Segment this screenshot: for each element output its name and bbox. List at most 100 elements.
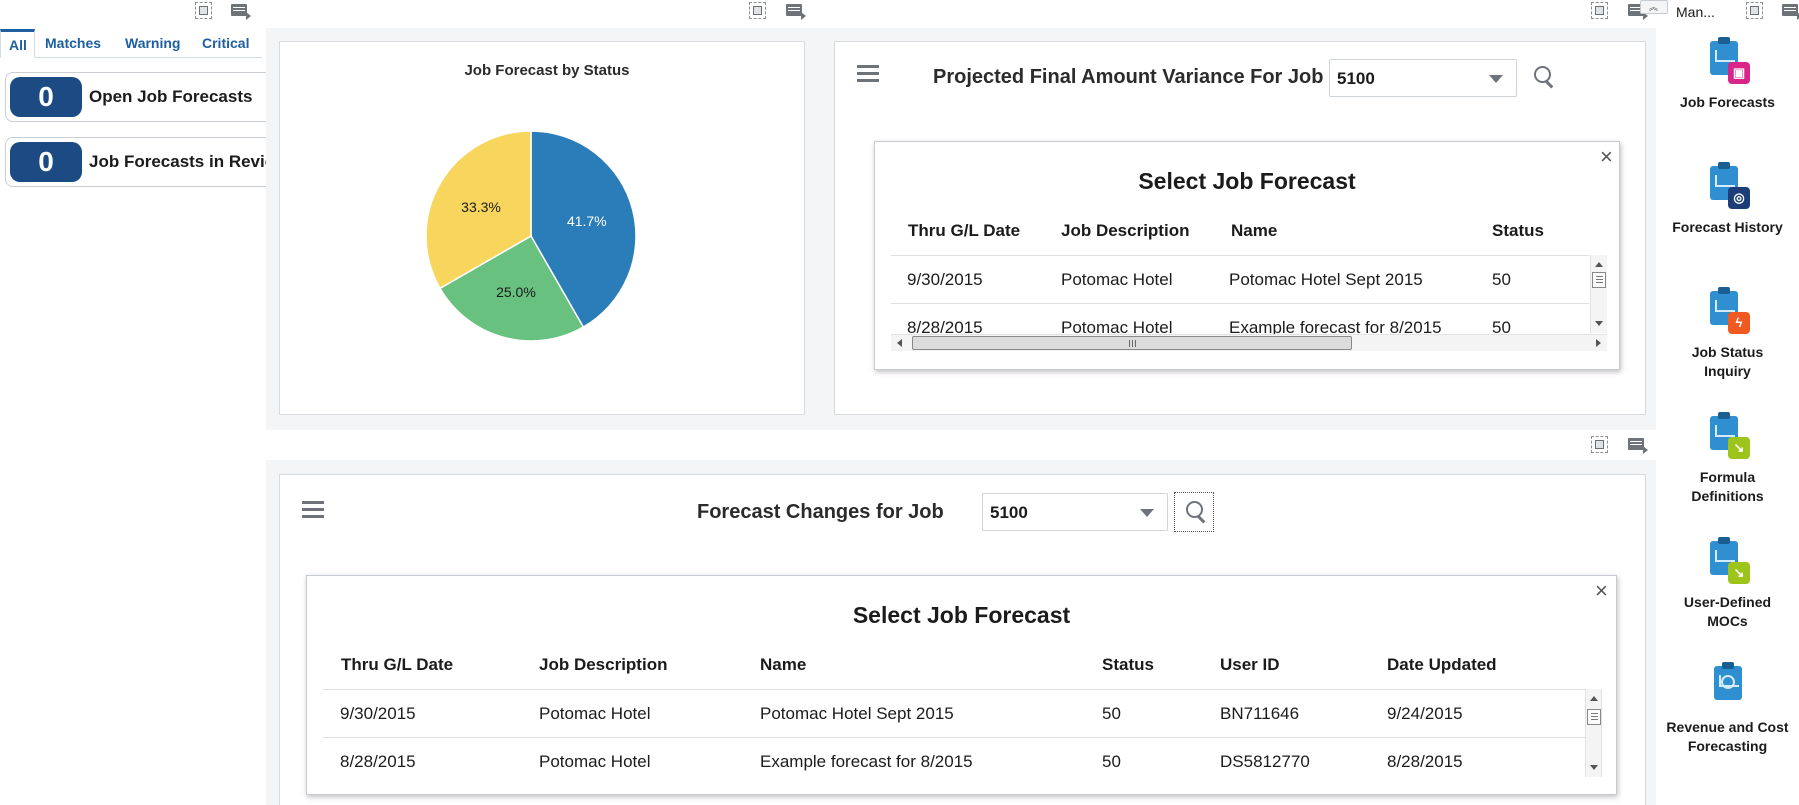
tab-warning[interactable]: Warning [125,35,181,51]
panel-title: Forecast Changes for Job [697,501,944,523]
column-header[interactable]: Name [1231,221,1278,240]
counter-label: Open Job Forecasts [89,87,253,106]
horizontal-scrollbar[interactable] [891,334,1607,351]
scroll-up-icon[interactable] [1595,262,1603,267]
launch-forecast-history[interactable]: ◎ Forecast History [1656,162,1799,243]
forecast-history-icon: ◎ [1706,162,1750,209]
launch-job-forecasts[interactable]: ▣ Job Forecasts [1656,37,1799,118]
cell-description: Potomac Hotel [1061,318,1173,337]
pie-slice[interactable] [530,130,637,329]
scroll-up-icon[interactable] [1590,696,1598,701]
panel-menu-icon[interactable] [785,2,806,20]
panel-title: Projected Final Amount Variance For Job [933,66,1324,88]
tab-all[interactable]: All [0,29,35,58]
launch-label: User-Defined MOCs [1683,594,1772,629]
select-job-forecast-dialog: Select Job Forecast × Thru G/L Date Job … [306,575,1617,795]
select-job-forecast-dialog: Select Job Forecast × Thru G/L Date Job … [874,141,1620,370]
cell-status: 50 [1102,752,1121,771]
cell-date: 9/30/2015 [340,704,416,723]
job-select[interactable]: 5100 [1329,59,1517,97]
column-header[interactable]: Date Updated [1387,655,1497,674]
chevron-down-icon[interactable] [1489,75,1503,83]
pie-slice-label: 41.7% [567,213,607,229]
table-row[interactable]: 9/30/2015 Potomac Hotel Potomac Hotel Se… [891,255,1589,303]
panel-menu-icon[interactable] [1781,2,1799,20]
revenue-cost-forecasting-icon [1706,662,1750,707]
pie-slice[interactable] [425,130,532,290]
launch-label: Formula Definitions [1691,469,1764,504]
hamburger-menu-icon[interactable] [302,500,324,518]
table-row[interactable]: 8/28/2015 Potomac Hotel Example forecast… [323,737,1585,785]
column-header[interactable]: User ID [1220,655,1280,674]
search-button[interactable] [1174,492,1214,532]
close-icon[interactable]: × [1595,578,1608,603]
counter-open-job-forecasts[interactable]: 0 Open Job Forecasts [5,72,267,122]
scroll-right-icon[interactable] [1596,339,1601,347]
maximize-icon[interactable] [193,1,213,19]
hamburger-menu-icon[interactable] [857,64,879,82]
launch-job-status-inquiry[interactable]: ϟ Job Status Inquiry [1656,287,1799,388]
cell-name: Example forecast for 8/2015 [1229,318,1442,337]
cell-date: 8/28/2015 [340,752,416,771]
scroll-down-icon[interactable] [1595,321,1603,326]
job-select-value: 5100 [990,503,1028,522]
panel-menu-icon[interactable] [230,2,251,20]
maximize-icon[interactable] [1589,435,1609,453]
maximize-icon[interactable] [1744,1,1764,19]
launch-label: Job Status Inquiry [1691,344,1764,379]
table-row[interactable]: 9/30/2015 Potomac Hotel Potomac Hotel Se… [323,689,1585,737]
column-header[interactable]: Status [1492,221,1544,240]
close-icon[interactable]: × [1600,144,1613,169]
launch-formula-definitions[interactable]: ↘ Formula Definitions [1656,412,1799,513]
job-select[interactable]: 5100 [982,493,1168,531]
job-forecasts-icon: ▣ [1706,37,1750,84]
column-header[interactable]: Name [760,655,807,674]
counter-value: 0 [10,77,82,117]
launcher-title: Man... [1676,4,1715,20]
job-status-inquiry-icon: ϟ [1706,287,1750,334]
table-row[interactable]: 8/28/2015 Potomac Hotel Example forecast… [891,303,1589,351]
pie-slice[interactable] [438,234,585,342]
scroll-left-icon[interactable] [897,339,902,347]
forecast-changes-panel: Forecast Changes for Job 5100 Select Job… [279,474,1646,805]
cell-user-id: DS5812770 [1220,752,1310,771]
vertical-scrollbar[interactable] [1590,255,1607,333]
cell-date-updated: 8/28/2015 [1387,752,1463,771]
chevron-down-icon[interactable] [1140,509,1154,517]
launch-user-defined-mocs[interactable]: ↘ User-Defined MOCs [1656,537,1799,638]
launch-revenue-cost-forecasting[interactable]: Revenue and Cost Forecasting [1656,662,1799,763]
column-header[interactable]: Thru G/L Date [908,221,1021,240]
dialog-title: Select Job Forecast [1138,168,1356,194]
maximize-icon[interactable] [1589,1,1609,19]
job-forecast-grid: Thru G/L Date Job Description Name Statu… [323,634,1603,794]
column-header[interactable]: Job Description [1061,221,1190,240]
launch-label: Revenue and Cost Forecasting [1666,719,1789,754]
scroll-thumb[interactable] [912,336,1352,350]
cell-date: 8/28/2015 [907,318,983,337]
cell-name: Potomac Hotel Sept 2015 [1229,270,1423,289]
counter-job-forecasts-in-review[interactable]: 0 Job Forecasts in Review [5,137,267,187]
cell-name: Potomac Hotel Sept 2015 [760,704,954,723]
column-header[interactable]: Thru G/L Date [341,655,454,674]
panel-menu-icon[interactable] [1627,436,1648,454]
launch-label: Forecast History [1672,219,1783,235]
search-button[interactable] [1523,58,1563,98]
counter-value: 0 [10,142,82,182]
cell-description: Potomac Hotel [1061,270,1173,289]
tab-critical[interactable]: Critical [202,35,250,51]
vertical-scrollbar[interactable] [1585,689,1602,777]
column-header[interactable]: Job Description [539,655,668,674]
counter-label: Job Forecasts in Review [89,152,267,171]
cell-name: Example forecast for 8/2015 [760,752,973,771]
scroll-thumb[interactable] [1592,272,1606,288]
scroll-down-icon[interactable] [1590,765,1598,770]
maximize-icon[interactable] [747,1,767,19]
launch-label: Job Forecasts [1680,94,1775,110]
scroll-thumb[interactable] [1587,709,1601,725]
tab-matches[interactable]: Matches [45,35,102,51]
column-header[interactable]: Status [1102,655,1154,674]
job-select-value: 5100 [1337,69,1375,88]
collapse-button[interactable]: ︽ [1640,0,1668,14]
cell-status: 50 [1102,704,1121,723]
formula-definitions-icon: ↘ [1706,412,1750,459]
